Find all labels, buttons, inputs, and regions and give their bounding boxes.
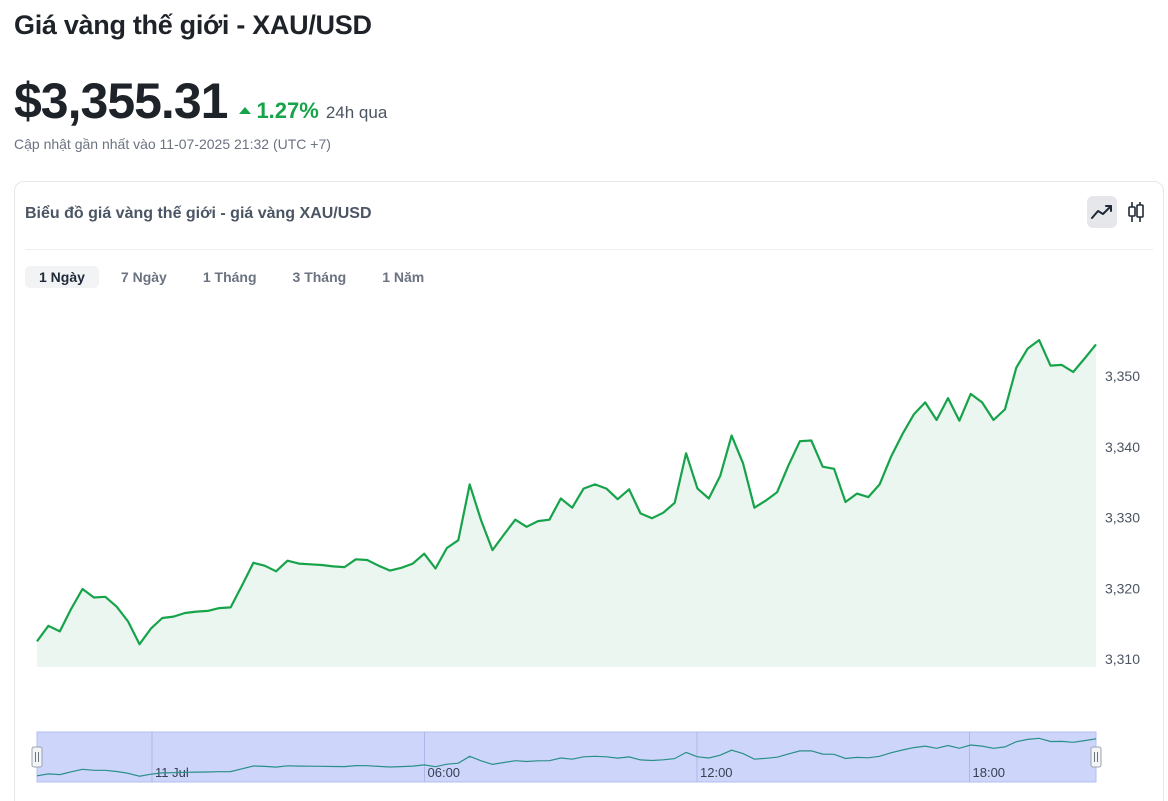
candlestick-button[interactable] [1121, 196, 1151, 228]
y-tick-label: 3,320 [1105, 580, 1140, 596]
navigator-time-label: 18:00 [973, 765, 1006, 780]
line-chart-button[interactable] [1087, 196, 1117, 228]
tab-3-months[interactable]: 3 Tháng [292, 269, 347, 285]
navigator-handle-right[interactable] [1090, 746, 1102, 768]
card-divider [25, 249, 1153, 250]
price-row: $3,355.31 1.27% 24h qua [14, 76, 387, 126]
y-tick-label: 3,340 [1105, 439, 1140, 455]
navigator-window[interactable] [36, 731, 1097, 783]
navigator-handle-left[interactable] [31, 746, 43, 768]
last-updated: Cập nhật gần nhất vào 11-07-2025 21:32 (… [14, 136, 331, 152]
candlestick-icon [1128, 202, 1144, 222]
page-title: Giá vàng thế giới - XAU/USD [14, 10, 372, 40]
triangle-up-icon [239, 107, 252, 114]
price-line [36, 339, 1097, 646]
chart-title: Biểu đồ giá vàng thế giới - giá vàng XAU… [25, 205, 372, 222]
tab-1-month[interactable]: 1 Tháng [202, 269, 257, 285]
tab-7-days[interactable]: 7 Ngày [120, 269, 167, 285]
navigator-series [36, 737, 1097, 777]
line-chart-icon [1091, 205, 1112, 219]
tab-1-day[interactable]: 1 Ngày [25, 266, 99, 288]
tab-1-year[interactable]: 1 Năm [382, 269, 425, 285]
current-price: $3,355.31 [14, 73, 228, 129]
y-tick-label: 3,310 [1105, 651, 1140, 667]
price-change: 1.27% [239, 98, 319, 124]
chart-type-toggle [1087, 196, 1151, 228]
y-tick-label: 3,330 [1105, 510, 1140, 526]
change-period: 24h qua [325, 103, 388, 122]
change-percent: 1.27% [256, 98, 319, 123]
navigator-time-label: 12:00 [700, 765, 733, 780]
y-tick-label: 3,350 [1105, 368, 1140, 384]
navigator-time-label: 06:00 [428, 765, 461, 780]
range-tabs: 1 Ngày 7 Ngày 1 Tháng 3 Tháng 1 Năm [25, 266, 438, 288]
